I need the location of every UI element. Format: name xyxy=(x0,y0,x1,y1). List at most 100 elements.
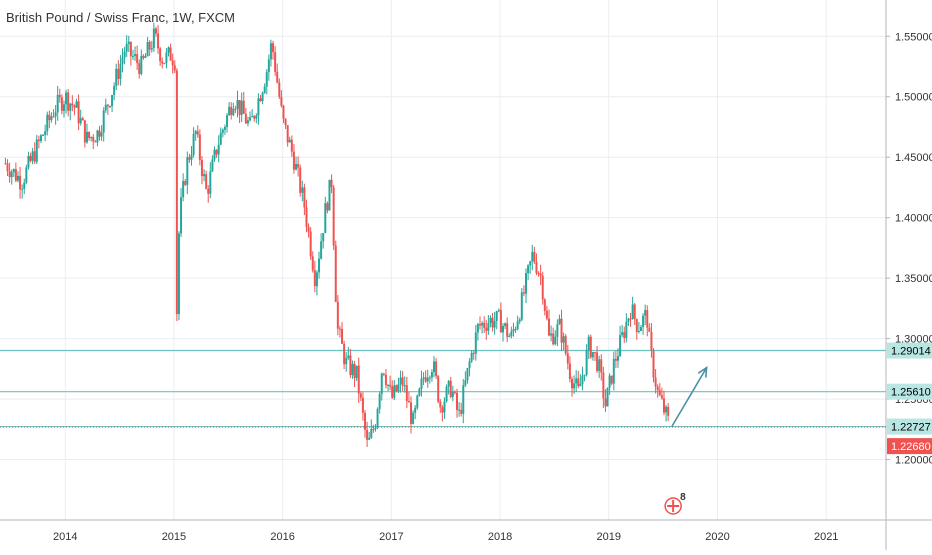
candle-body xyxy=(315,272,318,287)
candle-body xyxy=(345,357,348,365)
candle-body xyxy=(520,292,523,320)
candle-body xyxy=(261,92,264,102)
candle-body xyxy=(299,167,302,193)
candle-body xyxy=(343,343,346,365)
x-tick-label: 2016 xyxy=(270,531,294,543)
candle-body xyxy=(353,363,356,379)
candle-body xyxy=(10,172,13,178)
candle-body xyxy=(644,310,647,316)
candle-body xyxy=(535,261,538,274)
candle-body xyxy=(259,98,262,102)
candle-body xyxy=(491,317,494,328)
candle-body xyxy=(104,104,107,111)
candle-body xyxy=(77,101,80,124)
candle-body xyxy=(614,358,617,361)
candle-body xyxy=(547,318,550,336)
candle-body xyxy=(184,181,187,185)
candle-body xyxy=(516,321,519,330)
candle-body xyxy=(111,95,114,107)
candle-body xyxy=(215,149,218,155)
candle-body xyxy=(219,132,222,145)
candle-body xyxy=(253,116,256,119)
candle-body xyxy=(424,377,427,382)
candle-body xyxy=(395,385,398,392)
candle-body xyxy=(456,392,459,411)
candle-body xyxy=(31,151,34,161)
candle-body xyxy=(378,393,381,409)
candle-body xyxy=(589,336,592,358)
candle-body xyxy=(65,92,68,105)
candle-body xyxy=(621,332,624,336)
candle-body xyxy=(332,187,335,246)
candle-body xyxy=(96,130,99,143)
candle-body xyxy=(593,352,596,354)
candle-body xyxy=(445,386,448,402)
candle-body xyxy=(487,323,490,331)
candle-body xyxy=(510,331,513,337)
price-label: 1.22727 xyxy=(891,422,931,434)
candle-body xyxy=(447,380,450,387)
candle-body xyxy=(364,412,367,430)
candle-body xyxy=(410,402,413,424)
candle-body xyxy=(380,373,383,394)
trend-arrow xyxy=(671,367,708,427)
y-tick-label: 1.20000 xyxy=(895,455,932,467)
candle-body xyxy=(46,114,49,132)
candle-body xyxy=(138,63,141,74)
candle-body xyxy=(127,41,130,44)
candle-body xyxy=(173,65,176,71)
candle-body xyxy=(336,301,339,329)
candle-body xyxy=(249,117,252,121)
candle-body xyxy=(60,97,63,111)
candle-body xyxy=(69,103,72,111)
candle-body xyxy=(479,324,482,326)
candle-body xyxy=(326,203,329,211)
candle-body xyxy=(374,427,377,430)
candle-body xyxy=(338,328,341,330)
candle-body xyxy=(196,131,199,135)
candle-body xyxy=(370,428,373,438)
candle-body xyxy=(361,397,364,413)
candle-body xyxy=(251,116,254,118)
candle-body xyxy=(596,352,599,371)
candle-body xyxy=(203,174,206,177)
candle-body xyxy=(136,54,139,64)
candle-body xyxy=(646,310,649,328)
candle-body xyxy=(545,310,548,319)
candle-body xyxy=(422,377,425,379)
candle-body xyxy=(466,368,469,381)
candle-body xyxy=(257,98,260,116)
candle-body xyxy=(401,377,404,386)
price-label-box xyxy=(887,438,932,455)
candle-body xyxy=(604,398,607,407)
candle-body xyxy=(272,43,275,53)
candle-body xyxy=(121,57,124,64)
candle-body xyxy=(566,353,569,364)
candle-body xyxy=(330,179,333,188)
candle-body xyxy=(539,273,542,276)
candle-body xyxy=(25,167,28,183)
candle-body xyxy=(238,100,241,115)
candle-body xyxy=(85,131,88,143)
candle-body xyxy=(453,391,456,393)
candle-body xyxy=(236,100,239,109)
candle-body xyxy=(207,188,210,194)
candle-body xyxy=(230,106,233,116)
candle-body xyxy=(349,355,352,376)
candle-body xyxy=(554,336,557,345)
candle-body xyxy=(573,383,576,389)
candle-body xyxy=(608,375,611,388)
candle-body xyxy=(355,365,358,379)
candle-body xyxy=(627,318,630,322)
candle-body xyxy=(102,110,105,133)
candle-body xyxy=(591,352,594,358)
candle-body xyxy=(397,384,400,392)
candle-body xyxy=(27,155,30,168)
candle-body xyxy=(391,386,394,398)
candle-body xyxy=(481,322,484,326)
candle-body xyxy=(347,355,350,358)
candle-body xyxy=(359,393,362,398)
candle-body xyxy=(309,231,312,257)
candle-body xyxy=(577,378,580,387)
